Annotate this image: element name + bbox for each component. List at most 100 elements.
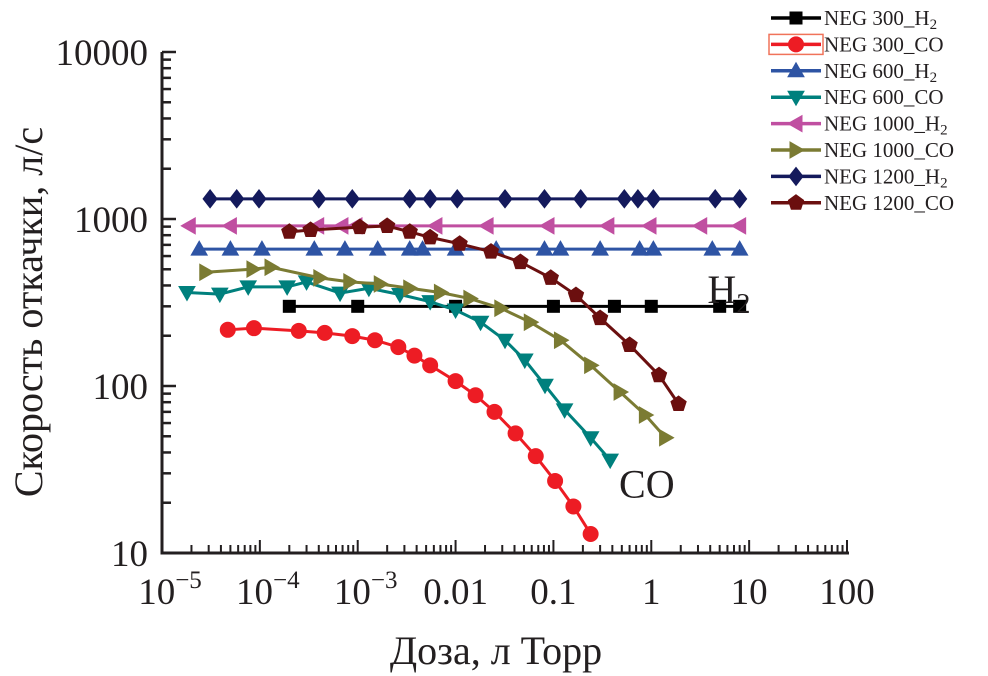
legend-label-text: NEG 300_CO — [824, 32, 944, 56]
x-axis-title: Доза, л Торр — [390, 628, 602, 673]
x-tick-exponent: −5 — [175, 567, 202, 594]
legend-label-text: NEG 600_H — [824, 59, 930, 83]
data-point — [278, 280, 296, 296]
data-point — [497, 189, 513, 209]
data-point — [313, 269, 329, 287]
data-point — [251, 189, 267, 209]
series-neg-1200-co — [281, 217, 687, 411]
legend-label-subscript: 2 — [930, 70, 938, 86]
y-ticks: 10 100 1000 10000 — [56, 33, 176, 575]
data-point — [344, 328, 361, 345]
x-tick-label: 10−5 — [138, 567, 202, 613]
data-point — [190, 240, 209, 256]
data-point — [378, 217, 396, 233]
legend-marker — [788, 166, 804, 187]
legend-label-subscript: 2 — [940, 175, 948, 191]
y-tick-label: 10000 — [56, 33, 149, 74]
legend-marker — [789, 141, 806, 159]
data-point — [471, 315, 490, 332]
data-point — [290, 322, 307, 339]
data-point — [305, 240, 324, 256]
data-point — [733, 299, 747, 313]
data-point — [730, 216, 747, 235]
x-tick-base: 10 — [236, 572, 273, 613]
annotations: H2 CO — [619, 267, 750, 507]
annotation-text: CO — [619, 462, 675, 507]
legend-item: NEG 600_CO — [771, 85, 944, 109]
legend-marker — [786, 114, 803, 133]
data-point — [507, 425, 524, 442]
data-point — [670, 395, 687, 411]
data-point — [221, 216, 237, 235]
data-point — [316, 324, 333, 341]
data-point — [621, 336, 638, 352]
x-ticks: 10−5 10−4 10−3 0.01 0.1 1 10 100 — [138, 540, 875, 613]
data-point — [523, 313, 540, 332]
data-point — [591, 309, 609, 326]
data-point — [343, 273, 359, 291]
data-point — [344, 189, 360, 209]
legend-item: NEG 1000_CO — [771, 138, 954, 162]
legend-label-text: NEG 1000_H — [824, 112, 940, 136]
legend-marker — [787, 61, 805, 78]
data-point — [601, 453, 620, 470]
data-point — [535, 240, 554, 256]
data-point — [536, 189, 553, 209]
legend-marker — [788, 36, 804, 53]
data-point — [229, 189, 245, 209]
data-point — [422, 357, 439, 374]
data-point — [463, 289, 479, 308]
data-point — [640, 216, 657, 235]
data-point — [332, 216, 349, 235]
series-neg-1000-h2 — [180, 216, 747, 235]
data-point — [282, 299, 296, 313]
data-point — [401, 223, 418, 239]
legend-marker — [789, 11, 803, 25]
data-point — [239, 280, 258, 296]
legend-label: NEG 300_CO — [824, 32, 944, 56]
data-point — [494, 299, 510, 318]
data-point — [616, 189, 632, 209]
x-tick-exponent: −4 — [273, 567, 300, 594]
data-point — [447, 373, 464, 390]
data-point — [555, 403, 574, 419]
data-point — [730, 240, 749, 256]
data-point — [264, 258, 281, 277]
data-point — [486, 403, 503, 420]
legend-item: NEG 1000_H2 — [771, 112, 948, 139]
data-point — [582, 525, 599, 542]
data-point — [368, 240, 387, 256]
data-point — [210, 287, 229, 304]
x-tick-label: 10−3 — [334, 567, 398, 613]
data-point — [199, 263, 215, 282]
data-point — [630, 240, 649, 256]
data-point — [542, 269, 559, 285]
data-point — [180, 216, 196, 235]
data-point — [573, 189, 589, 209]
legend-item: NEG 600_H2 — [771, 59, 937, 86]
data-point — [630, 189, 646, 209]
legend-label-subscript: 2 — [940, 123, 948, 139]
data-point — [650, 366, 668, 383]
data-point — [219, 321, 236, 338]
legend-highlight-box — [768, 33, 824, 56]
y-axis-title: Скорость откачки, л/с — [6, 127, 51, 497]
data-point — [713, 299, 727, 313]
data-point — [246, 260, 262, 278]
data-point — [584, 356, 600, 375]
data-point — [546, 299, 560, 313]
data-point — [591, 240, 609, 256]
legend-item: NEG 1200_CO — [771, 191, 954, 215]
data-point — [703, 240, 722, 256]
plot-series — [178, 189, 749, 542]
data-point — [565, 498, 582, 515]
x-tick-label: 10 — [731, 572, 768, 613]
x-tick-base: 1 — [642, 572, 661, 613]
data-point — [390, 339, 407, 356]
data-point — [467, 387, 484, 404]
data-point — [449, 189, 465, 209]
series-line — [205, 265, 667, 439]
series-line — [186, 280, 612, 462]
data-point — [644, 240, 663, 256]
